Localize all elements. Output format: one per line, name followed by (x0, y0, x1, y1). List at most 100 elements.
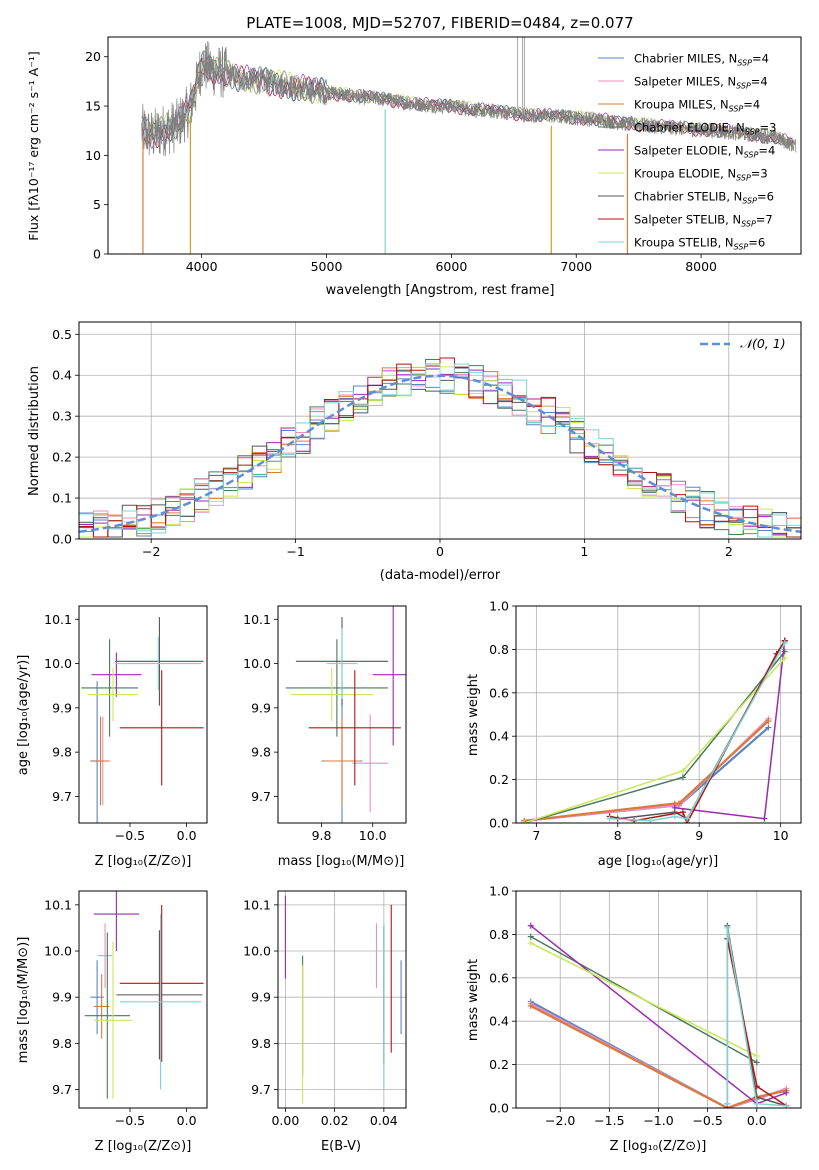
x-tick-label: 10.0 (359, 828, 387, 843)
x-tick-label: −0.5 (115, 828, 145, 843)
y-tick-label: 0.5 (52, 327, 72, 342)
y-tick-label: 0.4 (489, 729, 509, 744)
weight-marker-kroupa_elodie (679, 767, 686, 774)
weight-marker-kroupa_stelib (684, 815, 690, 822)
x-tick-label: 0.02 (321, 1113, 349, 1128)
weight-marker-kroupa_stelib (724, 924, 731, 931)
weight-line-kroupa_miles (530, 1005, 787, 1108)
y-tick-label: 0 (93, 247, 101, 262)
weight-marker-kroupa_elodie (521, 820, 528, 823)
x-tick-label: 0.00 (271, 1113, 299, 1128)
weight-line-salpeter_miles (523, 718, 770, 822)
x-tick-label: 9 (695, 828, 703, 843)
y-tick-label: 9.9 (52, 700, 72, 715)
weight-marker-chabrier_elodie (753, 1059, 760, 1066)
x-tick-label: −1.5 (594, 1113, 624, 1128)
y-tick-label: 10.1 (44, 897, 72, 912)
x-tick-label: −1 (286, 544, 304, 559)
x-tick-label: 7000 (560, 259, 592, 274)
y-tick-label: 0.4 (52, 368, 72, 383)
y-tick-label: 0.0 (489, 1101, 509, 1116)
plot-area (141, 37, 797, 254)
x-tick-label: −2 (142, 544, 160, 559)
weight-marker-kroupa_stelib (724, 1100, 731, 1107)
x-tick-label: 9.8 (312, 828, 332, 843)
weight-marker-kroupa_elodie (781, 655, 788, 662)
x-tick-label: 8000 (685, 259, 717, 274)
y-tick-label: 9.7 (251, 1082, 271, 1097)
axes-frame (277, 605, 407, 824)
weight-line-kroupa_stelib (609, 642, 786, 822)
weight-marker-kroupa_stelib (606, 815, 613, 822)
axes-frame (515, 605, 802, 824)
x-tick-label: 4000 (186, 259, 218, 274)
x-tick-label: 7 (532, 828, 540, 843)
axes-frame (277, 890, 407, 1109)
y-tick-label: 9.8 (52, 1036, 72, 1051)
y-tick-label: 20 (85, 49, 101, 64)
plot-area (84, 891, 204, 1099)
x-tick-label: 0.0 (177, 828, 197, 843)
x-tick-label: 0.0 (177, 1113, 197, 1128)
mass-vs-ebv-panel: E(B-V) 0.00 0.02 0.04 9.7 9.8 9.9 10.0 10.1 (243, 890, 407, 1154)
mZ-ylabel: mass [log₁₀(M/M⊙)] (16, 937, 31, 1064)
residual-histogram-chabrier_elodie (79, 359, 801, 538)
x-tick-label: 0.04 (370, 1113, 398, 1128)
y-tick-label: 10.0 (243, 656, 271, 671)
y-tick-label: 10.0 (243, 944, 271, 959)
plot-area (79, 357, 801, 538)
weight-marker-kroupa_stelib (781, 639, 788, 646)
spectrum-title: PLATE=1008, MJD=52707, FIBERID=0484, z=0… (246, 14, 633, 32)
age-vs-mass-panel: mass [log₁₀(M/M⊙)] 9.8 10.0 9.7 9.8 9.9 10.0 1… (243, 605, 407, 869)
x-tick-label: −2.0 (545, 1113, 575, 1128)
residuals-ylabel: Normed distribution (27, 366, 42, 496)
y-tick-label: 9.8 (251, 1036, 271, 1051)
weight-marker-kroupa_miles (527, 1003, 534, 1010)
weight-marker-salpeter_stelib (753, 1083, 760, 1090)
y-tick-label: 9.7 (52, 789, 72, 804)
y-tick-label: 9.9 (52, 990, 72, 1005)
y-tick-label: 9.8 (52, 745, 72, 760)
y-tick-label: 0.4 (489, 1014, 509, 1029)
weight-marker-salpeter_elodie (761, 815, 768, 822)
plot-area (284, 895, 402, 1104)
spectrum-legend: Chabrier MILES, NSSP=4 Salpeter MILES, NS… (598, 52, 776, 252)
legend-normal-label: 𝒩(0, 1) (740, 336, 786, 351)
weight-marker-salpeter_stelib (679, 809, 686, 816)
mE-xlabel: E(B-V) (321, 1139, 361, 1154)
weight-marker-salpeter_elodie (783, 1089, 790, 1096)
weight-line-chabrier_elodie (523, 651, 786, 823)
y-tick-label: 1.0 (489, 599, 509, 614)
axes-frame (107, 36, 802, 255)
weight-line-kroupa_elodie (530, 942, 758, 1057)
spectrum-ylabel: Flux [fλ10⁻¹⁷ erg cm⁻² s⁻¹ A⁻¹] (26, 51, 41, 240)
legend-label-chabrier_stelib: Chabrier STELIB, NSSP=6 (634, 190, 774, 206)
legend-label-salpeter_elodie: Salpeter ELODIE, NSSP=4 (634, 144, 775, 160)
weight-marker-kroupa_stelib (753, 1100, 760, 1107)
weight-marker-kroupa_stelib (671, 813, 678, 820)
y-tick-label: 15 (85, 99, 101, 114)
weight-marker-salpeter_elodie (527, 922, 534, 929)
x-tick-label: 1 (580, 544, 588, 559)
normal-curve (79, 374, 801, 534)
x-tick-label: 5000 (311, 259, 343, 274)
y-tick-label: 0.0 (52, 532, 72, 547)
mwAge-ylabel: mass weight (466, 674, 481, 756)
y-tick-label: 10 (85, 148, 101, 163)
mass-vs-Z-panel: Z [log₁₀(Z/Z⊙)] mass [log₁₀(M/M⊙)] −0.5 0… (16, 890, 208, 1154)
y-tick-label: 5 (93, 197, 101, 212)
y-tick-label: 0.1 (52, 491, 72, 506)
ageM-xlabel: mass [log₁₀(M/M⊙)] (278, 854, 405, 869)
mwAge-xlabel: age [log₁₀(age/yr)] (598, 854, 719, 869)
spectrum-xlabel: wavelength [Angstrom, rest frame] (326, 283, 555, 298)
legend-label-kroupa_elodie: Kroupa ELODIE, NSSP=3 (634, 167, 768, 183)
x-tick-label: 6000 (435, 259, 467, 274)
mass-weight-vs-Z-panel: Z [log₁₀(Z/Z⊙)] mass weight −2.0 −1.5 −1.0… (466, 884, 802, 1154)
y-tick-label: 10.1 (44, 612, 72, 627)
x-tick-label: −0.5 (692, 1113, 722, 1128)
y-tick-label: 10.1 (243, 612, 271, 627)
legend-label-chabrier_miles: Chabrier MILES, NSSP=4 (634, 52, 769, 68)
y-tick-label: 10.0 (44, 944, 72, 959)
y-tick-label: 0.2 (489, 1057, 509, 1072)
